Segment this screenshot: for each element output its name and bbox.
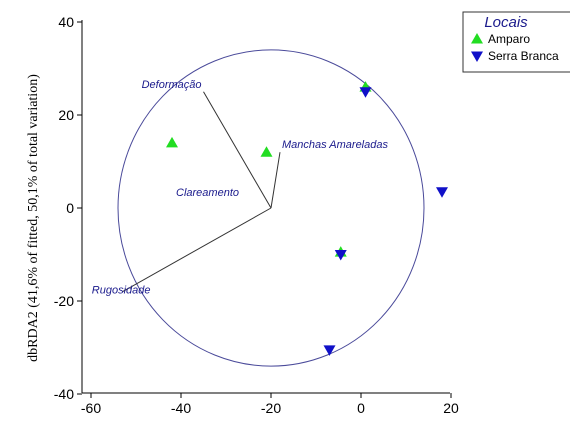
vector-line: [270, 152, 281, 209]
serra-branca-point: [436, 187, 448, 198]
y-tick-label: -40: [54, 386, 74, 402]
amparo-point: [166, 136, 178, 148]
vector-label: Rugosidade: [92, 285, 151, 297]
x-tick-label: -60: [81, 400, 101, 416]
vector-line: [122, 207, 272, 293]
serra-branca-point: [334, 250, 347, 261]
serra-branca-point: [323, 345, 336, 356]
legend-items: Amparo Serra Branca: [471, 32, 559, 63]
vector-label: Manchas Amareladas: [282, 139, 388, 151]
legend-label: Serra Branca: [488, 49, 559, 63]
x-tick-label: -40: [171, 400, 191, 416]
vector-layer: Deformação Manchas Amareladas Clareamento R…: [92, 79, 389, 297]
vector-label: Deformação: [142, 79, 202, 91]
x-tick-label: -20: [261, 400, 281, 416]
y-axis-title: dbRDA2 (41,6% of fitted, 50,1% of total …: [26, 74, 41, 362]
correlation-circle-layer: [117, 49, 425, 367]
amparo-point: [260, 146, 273, 157]
serra-branca-point: [359, 87, 372, 98]
x-tick-label: 20: [443, 400, 459, 416]
x-tick-label: 0: [357, 400, 365, 416]
legend: Locais Amparo Serra Branca: [462, 11, 570, 73]
legend-title: Locais: [484, 14, 528, 31]
y-tick-label: 20: [58, 107, 74, 123]
legend-marker-amparo: [471, 33, 483, 44]
point-layer: [166, 81, 448, 356]
legend-label: Amparo: [488, 32, 530, 46]
y-tick-label: -20: [54, 293, 74, 309]
y-tick-label: 0: [66, 200, 74, 216]
plot-axes: 40 20 0 -20 -40 -60 -40 -20 0 20: [54, 14, 459, 416]
correlation-circle: [117, 49, 425, 367]
vector-line: [203, 91, 272, 209]
vector-label: Clareamento: [176, 187, 239, 199]
legend-marker-serra-branca: [471, 51, 483, 62]
y-tick-label: 40: [58, 14, 74, 30]
